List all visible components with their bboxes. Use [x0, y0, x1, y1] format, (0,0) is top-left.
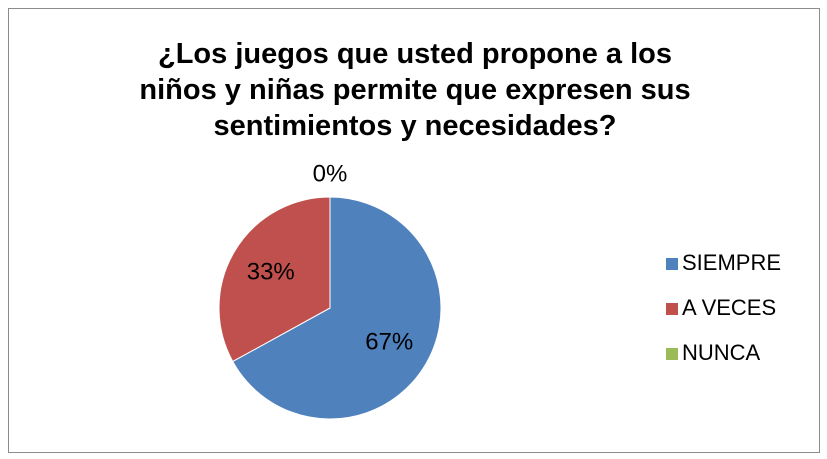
legend-swatch-nunca	[666, 348, 678, 360]
legend-swatch-siempre	[666, 258, 678, 270]
data-label-nunca: 0%	[313, 160, 348, 187]
data-label-siempre: 67%	[365, 328, 413, 355]
chart-title: ¿Los juegos que usted propone a los niño…	[9, 36, 821, 144]
pie-slice-a-veces	[218, 196, 331, 363]
legend-label-siempre: SIEMPRE	[682, 250, 781, 275]
chart-title-line-2: niños y niñas permite que expresen sus	[139, 74, 691, 106]
pie-slice-siempre	[232, 196, 442, 420]
legend-label-nunca: NUNCA	[682, 340, 761, 365]
chart-title-line-1: ¿Los juegos que usted propone a los	[158, 38, 672, 70]
legend-label-a-veces: A VECES	[682, 295, 776, 320]
legend-swatch-a-veces	[666, 303, 678, 315]
data-label-a-veces: 33%	[247, 258, 295, 285]
chart-title-line-3: sentimientos y necesidades?	[213, 110, 617, 142]
